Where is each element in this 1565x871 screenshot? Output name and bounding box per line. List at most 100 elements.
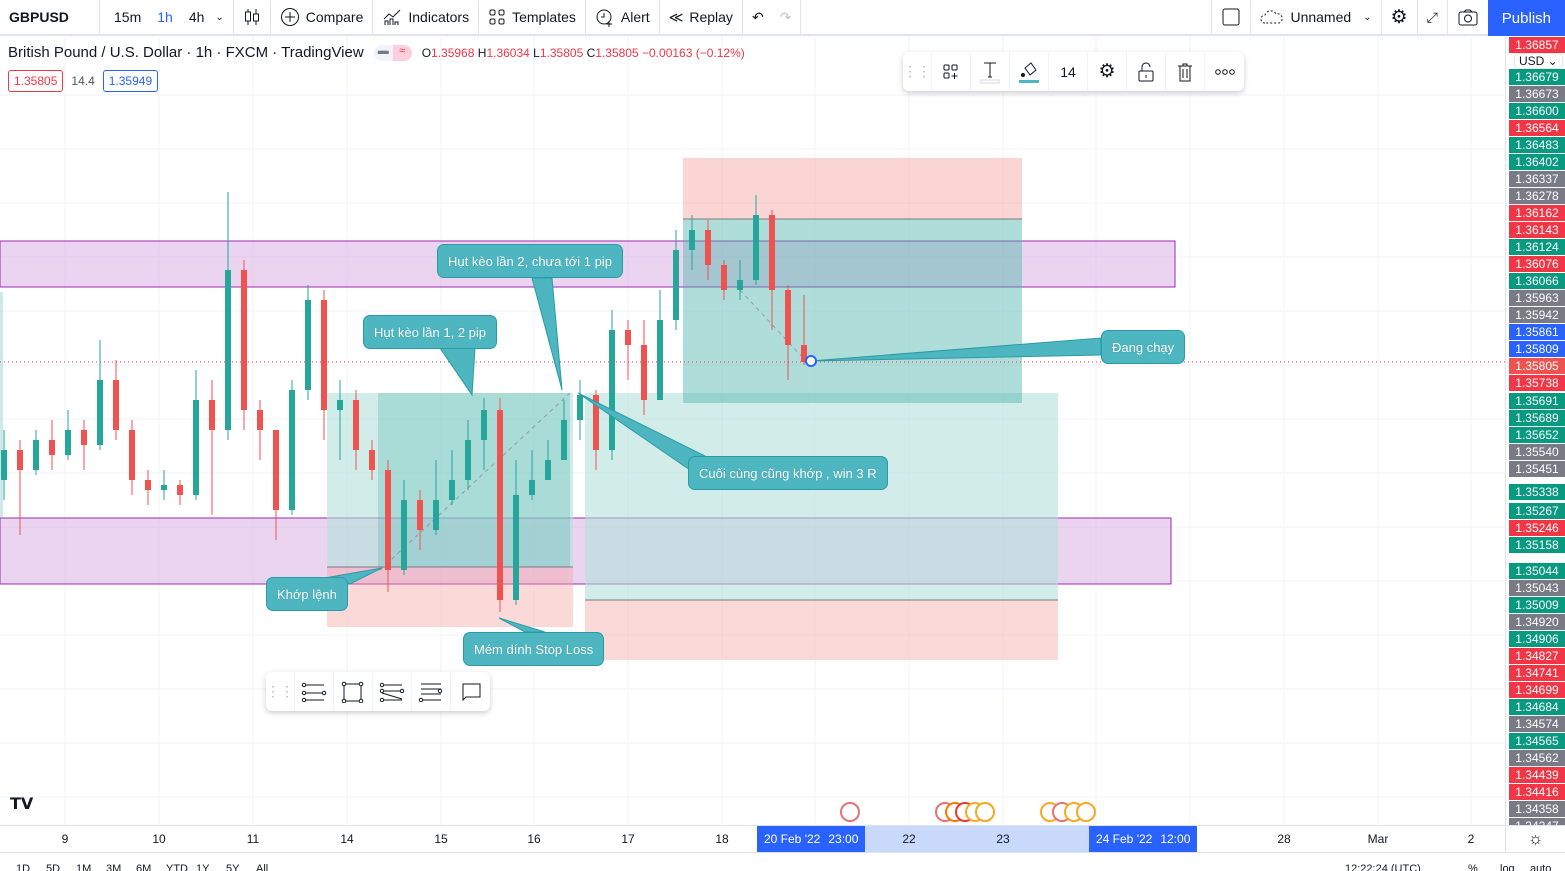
range-button-3M[interactable]: 3M bbox=[106, 863, 122, 871]
auto-button[interactable]: auto bbox=[1530, 863, 1552, 871]
alert-button[interactable]: Alert bbox=[586, 0, 660, 34]
indicators-button[interactable]: Indicators bbox=[373, 0, 480, 34]
chart-type-button[interactable] bbox=[234, 0, 271, 34]
candle bbox=[209, 380, 215, 515]
callout-pointer bbox=[439, 347, 476, 397]
ohlc-values: O1.35968 H1.36034 L1.35805 C1.35805 −0.0… bbox=[421, 45, 745, 60]
range-button-1D[interactable]: 1D bbox=[16, 863, 31, 871]
price-label: 1.35043 bbox=[1509, 580, 1565, 596]
range-button-5D[interactable]: 5D bbox=[46, 863, 61, 871]
range-button-1M[interactable]: 1M bbox=[76, 863, 92, 871]
indicators-icon bbox=[384, 9, 401, 25]
price-label: 1.34562 bbox=[1509, 750, 1565, 766]
settings-button[interactable]: ⚙ bbox=[1382, 0, 1418, 34]
undo-icon[interactable]: ↶ bbox=[751, 8, 764, 25]
candle-body bbox=[465, 440, 471, 480]
callout-filled[interactable]: Khớp lệnh bbox=[266, 577, 348, 611]
font-size-button[interactable]: 14 bbox=[1049, 52, 1088, 91]
candle bbox=[49, 420, 55, 470]
interval-15m[interactable]: 15m bbox=[114, 9, 142, 25]
settings-icon[interactable]: ⚙ bbox=[1088, 52, 1127, 91]
pitchfork-icon[interactable] bbox=[373, 672, 412, 711]
currency-select[interactable]: USD ⌄ bbox=[1515, 54, 1562, 68]
range-button-All[interactable]: All bbox=[256, 863, 269, 871]
alarm-clock-icon bbox=[596, 9, 612, 27]
drag-handle-icon[interactable]: ⋮⋮ bbox=[266, 672, 295, 711]
long-position-2-target bbox=[585, 393, 1058, 600]
chart-pane[interactable]: 𝗧𝗩 bbox=[0, 37, 1505, 825]
snapshot-button[interactable] bbox=[1448, 0, 1488, 34]
publish-button[interactable]: Publish bbox=[1487, 0, 1565, 36]
compare-button[interactable]: Compare bbox=[271, 0, 374, 34]
compare-label: Compare bbox=[305, 9, 364, 25]
fib-levels-icon[interactable] bbox=[412, 672, 451, 711]
candle-body bbox=[657, 320, 663, 400]
time-label: 2 bbox=[1467, 832, 1475, 846]
text-color-icon[interactable] bbox=[971, 52, 1010, 91]
redo-icon[interactable]: ↷ bbox=[779, 8, 792, 25]
callout-near-stop-loss[interactable]: Mém dính Stop Loss bbox=[463, 632, 605, 666]
trash-icon[interactable] bbox=[1166, 52, 1205, 91]
trade-path-line bbox=[379, 392, 571, 571]
candle bbox=[481, 398, 487, 470]
candle-body bbox=[33, 440, 39, 470]
log-button[interactable]: log bbox=[1500, 863, 1515, 871]
undo-redo-group: ↶ ↷ bbox=[743, 0, 802, 34]
parallel-channel-icon[interactable] bbox=[295, 672, 334, 711]
clock-button[interactable]: 12:22:24 (UTC) bbox=[1345, 863, 1421, 871]
callout-miss-1[interactable]: Hụt kèo lần 1, 2 pip bbox=[363, 315, 498, 349]
economic-event-flag-icon bbox=[840, 802, 860, 822]
buy-price-button[interactable]: 1.35949 bbox=[102, 70, 159, 92]
candle-body bbox=[49, 440, 55, 455]
axis-settings-icon[interactable]: ☼ bbox=[1505, 826, 1565, 852]
camera-icon bbox=[1458, 9, 1478, 26]
replay-button[interactable]: ≪ Replay bbox=[660, 0, 743, 34]
candle bbox=[305, 285, 311, 400]
fullscreen-button[interactable]: ⤢ bbox=[1418, 0, 1448, 34]
long-position-1-stop bbox=[327, 567, 573, 627]
callout-miss-2[interactable]: Hụt kèo lần 2, chưa tới 1 pip bbox=[437, 244, 623, 278]
fill-color-icon[interactable] bbox=[1010, 52, 1049, 91]
candle bbox=[321, 290, 327, 440]
price-scale[interactable]: 1.36857 1.36679 1.36673 1.36600 1.36564 1.364… bbox=[1505, 37, 1565, 825]
chevron-down-icon[interactable]: ⌄ bbox=[215, 11, 224, 23]
candle bbox=[1, 430, 7, 500]
candle-body bbox=[225, 270, 231, 430]
candle-body bbox=[17, 450, 23, 470]
interval-1h[interactable]: 1h bbox=[157, 9, 173, 25]
range-button-1Y[interactable]: 1Y bbox=[196, 863, 210, 871]
range-button-5Y[interactable]: 5Y bbox=[226, 863, 240, 871]
drag-handle-icon[interactable]: ⋮⋮ bbox=[903, 52, 932, 91]
pct-button[interactable]: % bbox=[1468, 863, 1478, 871]
price-label: 1.36673 bbox=[1509, 86, 1565, 102]
range-button-6M[interactable]: 6M bbox=[136, 863, 152, 871]
templates-button[interactable]: Templates bbox=[479, 0, 586, 34]
time-axis[interactable]: 20 Feb '22 23:00 24 Feb '22 12:00 ☼ 9 10 11 1… bbox=[0, 825, 1565, 853]
unlock-icon[interactable] bbox=[1127, 52, 1166, 91]
more-icon[interactable] bbox=[1205, 52, 1244, 91]
sell-price-button[interactable]: 1.35805 bbox=[8, 70, 64, 92]
callout-win[interactable]: Cuối cùng cũng khớp , win 3 R bbox=[688, 456, 888, 490]
bottom-toolbar: 1D 5D 1M 3M 6M YTD 1Y 5Y All 12:22:24 (UTC)% log au… bbox=[0, 860, 1565, 871]
interval-4h[interactable]: 4h bbox=[188, 9, 205, 25]
price-label: 1.35540 bbox=[1509, 444, 1565, 460]
price-label: 1.36679 bbox=[1509, 69, 1565, 85]
price-label: 1.35689 bbox=[1509, 410, 1565, 426]
symbol-search-button[interactable]: GBPUSD bbox=[0, 0, 100, 34]
chart-canvas[interactable]: 𝗧𝗩 bbox=[0, 37, 1505, 825]
candle bbox=[465, 420, 471, 490]
candle-body bbox=[177, 485, 183, 495]
template-icon[interactable] bbox=[932, 52, 971, 91]
candle bbox=[545, 440, 551, 480]
candle bbox=[513, 460, 519, 605]
callout-icon[interactable] bbox=[451, 672, 490, 711]
market-status-pill[interactable]: ▬ ≈ bbox=[373, 44, 412, 61]
layout-name-button[interactable]: Unnamed ⌄ bbox=[1251, 0, 1382, 34]
range-button-YTD[interactable]: YTD bbox=[166, 863, 188, 871]
layout-select-button[interactable] bbox=[1211, 0, 1252, 34]
rectangle-icon[interactable] bbox=[334, 672, 373, 711]
price-label: 1.34574 bbox=[1509, 716, 1565, 732]
time-label: 9 bbox=[61, 832, 69, 846]
candle-body bbox=[385, 470, 391, 570]
callout-running[interactable]: Đang chạy bbox=[1101, 330, 1186, 364]
